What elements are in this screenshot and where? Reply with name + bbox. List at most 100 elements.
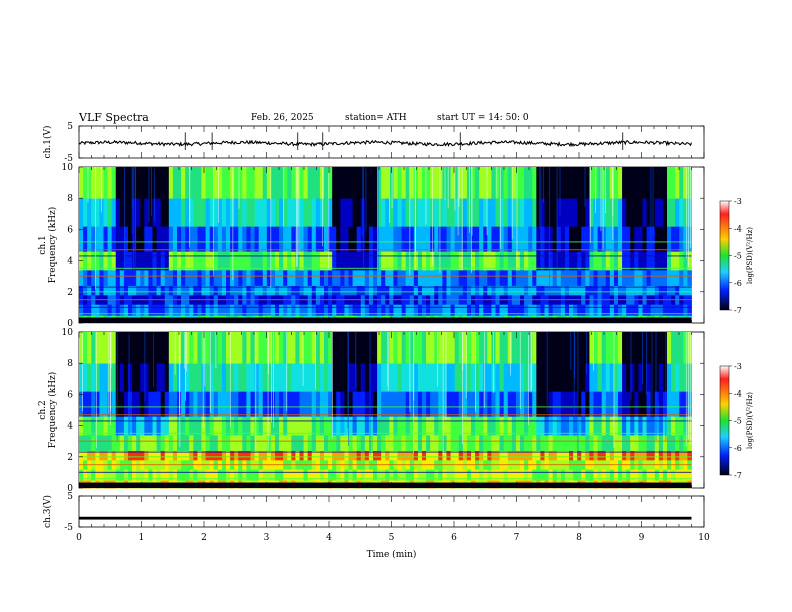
ch1-spectrogram-cell <box>397 167 402 199</box>
ch3-waveform-ylabel: ch.3(V) <box>42 495 53 528</box>
ch1-spectrogram-cell <box>540 269 545 286</box>
ch2-spectrogram-cell <box>687 469 692 481</box>
ch1-spectrogram-cell <box>426 198 431 227</box>
ch2-spectrogram-cell <box>205 450 211 461</box>
ch1-spectrogram-spike <box>447 167 449 209</box>
ch2-spectrogram-spike <box>179 332 181 448</box>
ch2-spectrogram-cell <box>483 416 488 436</box>
ch2-spectrogram-cell <box>115 450 121 461</box>
ch2-spectrogram-spike <box>178 332 180 415</box>
ch1-spectrogram-cell <box>160 251 166 271</box>
ch2-spectrogram-cell <box>307 469 313 481</box>
ch2-spectrogram-ytick-label: 10 <box>62 328 74 338</box>
ch1-spectrogram-cell <box>234 198 239 227</box>
ch1-spectrogram-cell <box>560 269 566 286</box>
ch2-spectrogram-cell <box>197 469 202 481</box>
ch1-spectrogram-cell <box>601 285 607 296</box>
ch1-spectrogram-colorbar-tick-label: -7 <box>734 306 742 315</box>
ch1-spectrogram-spike <box>612 167 614 240</box>
ch1-spectrogram-cell <box>197 226 202 252</box>
ch2-spectrogram-cell <box>295 434 300 451</box>
ch2-spectrogram-cell <box>136 469 141 481</box>
ch2-spectrogram-spike <box>229 332 231 427</box>
ch2-spectrogram-cell <box>491 434 496 451</box>
ch2-spectrogram-cell <box>246 416 251 436</box>
ch1-spectrogram-cell <box>507 198 513 227</box>
ch2-spectrogram-cell <box>79 450 84 461</box>
ch1-spectrogram-cell <box>315 198 321 227</box>
ch1-spectrogram-cell <box>601 198 607 227</box>
ch2-spectrogram-cell <box>132 416 137 436</box>
ch1-spectrogram-cell <box>471 198 476 227</box>
ch2-spectrogram-cell <box>119 332 125 364</box>
ch1-spectrogram-cell <box>111 304 117 316</box>
ch1-spectrogram-cell <box>328 251 333 271</box>
ch2-spectrogram-cell <box>185 469 190 481</box>
ch1-spectrogram-cell <box>417 226 423 252</box>
ch2-spectrogram-cell <box>254 391 260 417</box>
ch1-spectrogram-cell <box>671 269 676 286</box>
ch2-spectrogram-cell <box>201 469 206 481</box>
ch2-spectrogram-cell <box>275 363 280 392</box>
ch1-spectrogram-cell <box>197 251 202 271</box>
ch2-spectrogram-cell <box>132 469 137 481</box>
ch2-spectrogram-cell <box>230 434 235 451</box>
ch2-spectrogram-cell <box>107 469 113 481</box>
ch2-spectrogram-cell <box>230 363 235 392</box>
ch1-spectrogram-cell <box>503 269 509 286</box>
station-label: station= ATH <box>345 113 407 123</box>
ch2-spectrogram-colorbar-tick-label: -7 <box>734 471 742 480</box>
ch1-spectrogram-cell <box>205 304 211 316</box>
ch1-spectrogram-cell <box>201 226 206 252</box>
ch2-spectrogram-cell <box>136 434 141 451</box>
ch2-spectrogram-cell <box>352 363 358 392</box>
ch2-spectrogram-cell <box>283 450 288 461</box>
ch2-spectrogram-cell <box>683 469 688 481</box>
ch1-spectrogram-cell <box>646 167 652 199</box>
ch1-spectrogram-cell <box>528 269 533 286</box>
ch2-spectrogram-cell <box>132 363 137 392</box>
ch1-spectrogram-cell <box>287 226 292 252</box>
ch2-spectrogram-cell <box>356 363 362 392</box>
ch2-spectrogram-cell <box>520 416 525 436</box>
ch2-spectrogram-cell <box>650 434 656 451</box>
ch2-spectrogram-cell <box>638 469 643 481</box>
ch1-spectrogram-cell <box>564 167 570 199</box>
ch2-spectrogram-cell <box>209 332 215 364</box>
ch2-spectrogram-cell <box>626 469 631 481</box>
ch2-spectrogram-cell <box>254 450 260 461</box>
ch1-spectrogram-cell <box>311 226 317 252</box>
ch1-spectrogram-cell <box>491 304 496 316</box>
ch2-spectrogram-cell <box>544 416 549 436</box>
ch1-spectrogram-cell <box>499 269 505 286</box>
ch2-spectrogram-cell <box>413 450 419 461</box>
ch1-spectrogram-cell <box>626 269 631 286</box>
ch1-spectrogram-cell <box>560 285 566 296</box>
ch2-spectrogram-cell <box>658 469 664 481</box>
ch2-spectrogram-cell <box>581 391 586 417</box>
ch1-spectrogram-cell <box>107 167 113 199</box>
ch1-spectrogram-cell <box>654 251 660 271</box>
ch2-spectrogram-cell <box>679 363 684 392</box>
ch2-spectrogram-spike <box>437 332 439 387</box>
ch1-spectrogram-spike <box>409 167 411 276</box>
ch2-spectrogram-cell <box>609 363 615 392</box>
ch2-spectrogram-cell <box>123 416 129 436</box>
ch1-spectrogram-cell <box>377 251 382 271</box>
ch2-spectrogram-cell <box>221 469 227 481</box>
ch2-spectrogram-cell <box>193 391 198 417</box>
ch1-spectrogram-cell <box>585 167 590 199</box>
ch2-spectrogram-cell <box>140 450 145 461</box>
ch2-spectrogram-cell <box>311 391 317 417</box>
ch1-spectrogram-cell <box>279 167 284 199</box>
ch1-spectrogram-cell <box>569 285 574 296</box>
ch2-spectrogram-cell <box>650 450 656 461</box>
ch2-spectrogram-ytick-label: 0 <box>67 484 73 494</box>
ch2-spectrogram-cell <box>405 416 411 436</box>
ch1-spectrogram-cell <box>307 285 313 296</box>
ch2-spectrogram-cell <box>450 469 456 481</box>
ch1-spectrogram-cell <box>679 198 684 227</box>
ch1-spectrogram-cell <box>638 304 643 316</box>
ch2-spectrogram-cell <box>136 391 141 417</box>
ch2-spectrogram-cell <box>205 469 211 481</box>
